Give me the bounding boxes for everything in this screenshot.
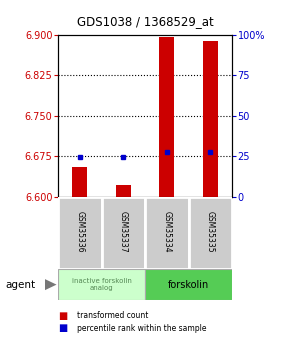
Text: transformed count: transformed count <box>77 311 148 320</box>
Bar <box>145 197 188 269</box>
Text: ■: ■ <box>58 324 67 333</box>
Text: GSM35337: GSM35337 <box>119 210 128 252</box>
Text: GDS1038 / 1368529_at: GDS1038 / 1368529_at <box>77 14 213 28</box>
Bar <box>102 197 145 269</box>
Text: inactive forskolin
analog: inactive forskolin analog <box>72 278 131 292</box>
Text: GSM35335: GSM35335 <box>206 210 215 252</box>
Text: GSM35336: GSM35336 <box>75 210 84 252</box>
Bar <box>145 269 232 300</box>
Text: GSM35334: GSM35334 <box>162 210 171 252</box>
Text: ■: ■ <box>58 311 67 321</box>
Text: agent: agent <box>6 280 36 289</box>
Bar <box>203 41 218 197</box>
Bar <box>159 37 174 197</box>
Polygon shape <box>45 279 57 290</box>
Bar <box>188 197 232 269</box>
Text: percentile rank within the sample: percentile rank within the sample <box>77 324 206 333</box>
Bar <box>72 167 87 197</box>
Text: forskolin: forskolin <box>168 280 209 289</box>
Bar <box>58 197 102 269</box>
Bar <box>116 185 131 197</box>
Bar <box>58 269 145 300</box>
